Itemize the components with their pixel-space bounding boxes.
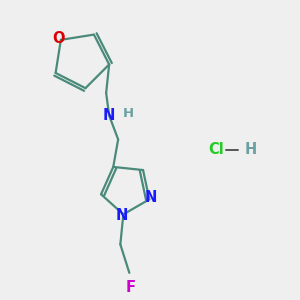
Text: H: H — [123, 107, 134, 121]
Text: N: N — [116, 208, 128, 224]
Text: Cl: Cl — [208, 142, 224, 158]
Text: N: N — [145, 190, 157, 206]
Text: F: F — [126, 280, 136, 296]
Text: N: N — [103, 108, 115, 123]
Text: O: O — [52, 31, 65, 46]
Text: H: H — [244, 142, 256, 158]
